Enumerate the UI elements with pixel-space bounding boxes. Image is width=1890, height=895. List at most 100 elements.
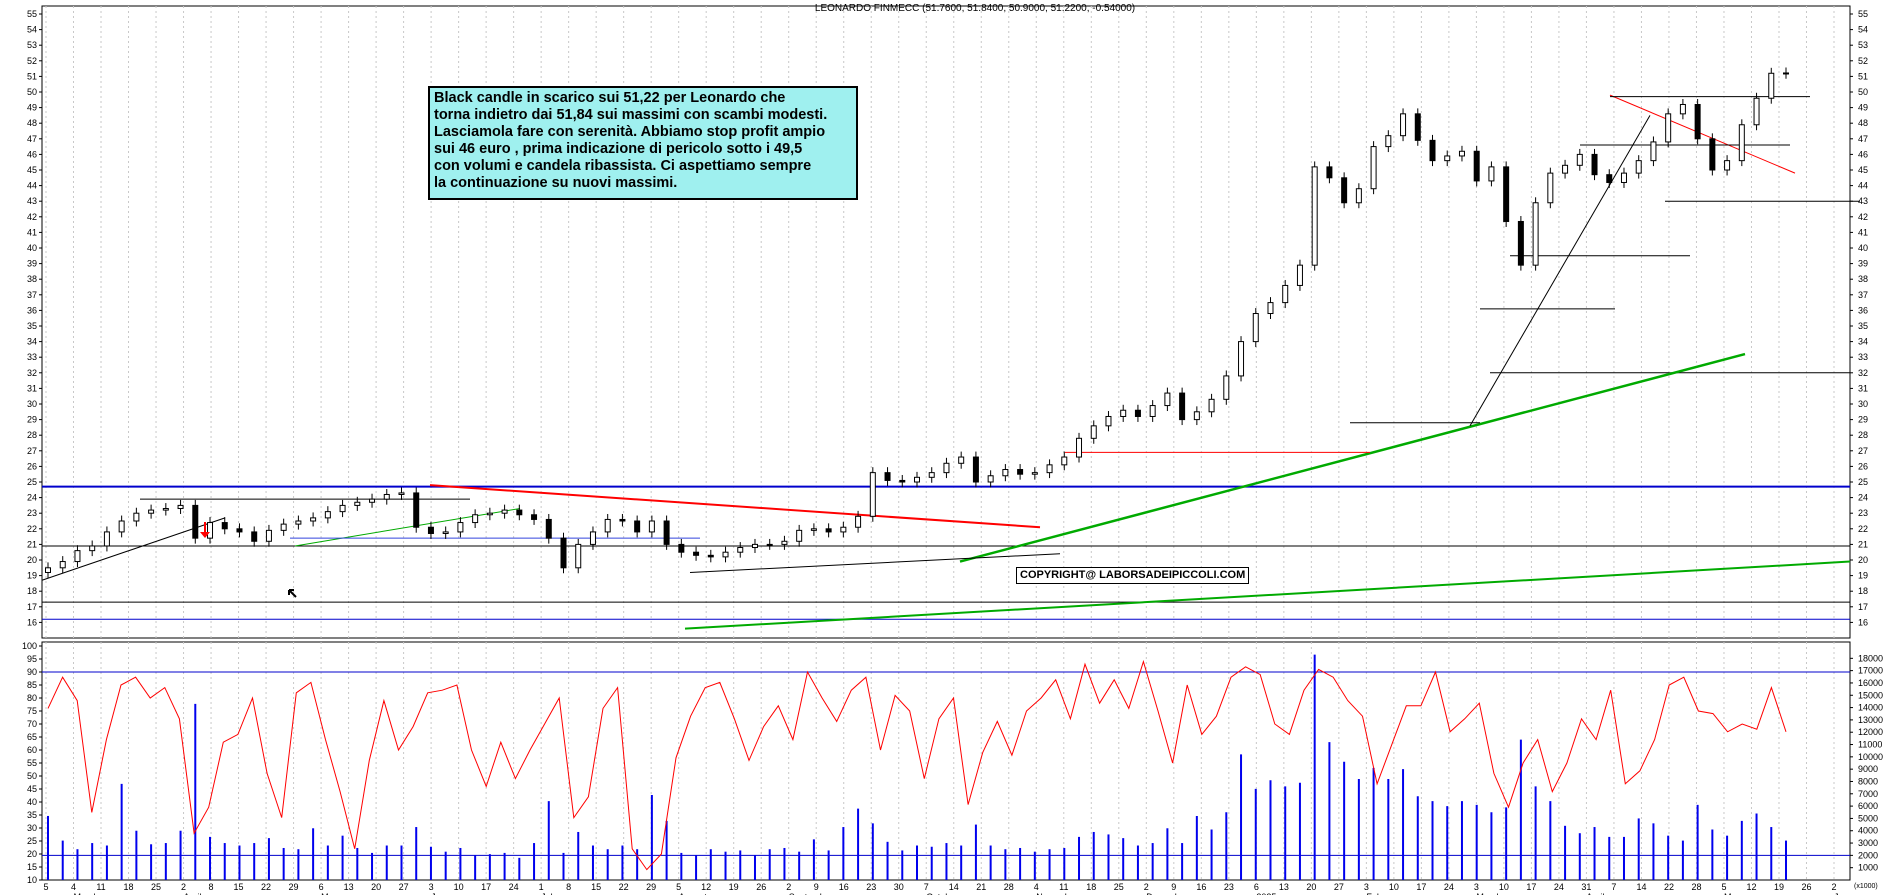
candle-body (1724, 160, 1731, 171)
candle-body (825, 528, 832, 533)
x-day-tick-label: 28 (1004, 882, 1014, 892)
price-tick-label-left: 31 (27, 383, 37, 393)
x-month-label: April (184, 892, 202, 895)
price-tick-label-left: 45 (27, 165, 37, 175)
x-day-tick-label: 30 (894, 882, 904, 892)
candle-body (103, 531, 110, 547)
price-tick-label-left: 19 (27, 571, 37, 581)
x-day-tick-label: 19 (1774, 882, 1784, 892)
price-tick-label-left: 53 (27, 40, 37, 50)
candle-body (1105, 415, 1112, 427)
price-tick-label-right: 54 (1858, 25, 1868, 35)
price-tick-label-right: 53 (1858, 40, 1868, 50)
candle-body (1031, 472, 1038, 475)
candle-body (221, 522, 228, 530)
candle-body (1473, 150, 1480, 182)
candle-body (1311, 166, 1318, 266)
candle-body (1591, 153, 1598, 176)
candle-body (89, 545, 96, 552)
price-tick-label-right: 38 (1858, 274, 1868, 284)
price-tick-label-right: 51 (1858, 71, 1868, 81)
osc-tick-label: 95 (27, 654, 37, 664)
osc-tick-label: 75 (27, 706, 37, 716)
price-tick-label-left: 38 (27, 274, 37, 284)
candle-body (45, 567, 51, 573)
price-tick-label-right: 23 (1858, 508, 1868, 518)
price-tick-label-left: 29 (27, 415, 37, 425)
candle-body (589, 531, 596, 545)
price-tick-label-left: 37 (27, 290, 37, 300)
candle-body (1296, 264, 1303, 286)
volume-tick-label: 6000 (1858, 801, 1878, 811)
x-day-tick-label: 28 (1691, 882, 1701, 892)
chart-title: LEONARDO FINMECC (51.7600, 51.8400, 50.9… (815, 3, 1135, 14)
price-tick-label-right: 48 (1858, 118, 1868, 128)
x-day-tick-label: 5 (43, 882, 48, 892)
x-day-tick-label: 24 (1554, 882, 1564, 892)
x-month-label: October (926, 892, 958, 895)
price-tick-label-right: 41 (1858, 227, 1868, 237)
candle-body (324, 511, 331, 519)
volume-tick-label: 1000 (1858, 863, 1878, 873)
x-day-tick-label: 12 (1746, 882, 1756, 892)
x-month-label: March (74, 892, 99, 895)
osc-tick-label: 35 (27, 810, 37, 820)
x-day-tick-label: 2 (786, 882, 791, 892)
x-day-tick-label: 10 (1389, 882, 1399, 892)
candle-body (1134, 409, 1141, 417)
price-tick-label-left: 32 (27, 368, 37, 378)
osc-tick-label: 10 (27, 875, 37, 885)
candle-body (678, 543, 685, 553)
candle-body (751, 543, 758, 549)
candle-body (1252, 313, 1259, 343)
price-tick-label-left: 42 (27, 212, 37, 222)
candle-body (457, 522, 464, 533)
candle-body (1576, 153, 1583, 166)
x-day-tick-label: 23 (866, 882, 876, 892)
x-day-tick-label: 9 (1171, 882, 1176, 892)
price-tick-label-left: 16 (27, 617, 37, 627)
x-day-tick-label: 18 (1086, 882, 1096, 892)
candle-body (663, 520, 670, 545)
price-tick-label-left: 24 (27, 493, 37, 503)
x-day-tick-label: 5 (676, 882, 681, 892)
candle-body (1017, 469, 1024, 475)
price-tick-label-left: 36 (27, 305, 37, 315)
osc-tick-label: 45 (27, 784, 37, 794)
candle-body (1458, 150, 1465, 157)
candle-body (928, 472, 935, 478)
volume-tick-label: 17000 (1858, 666, 1883, 676)
candle-body (1208, 398, 1215, 413)
candle-body (855, 515, 862, 528)
price-tick-label-right: 45 (1858, 165, 1868, 175)
candle-body (295, 520, 302, 525)
candle-body (575, 543, 582, 569)
candle-body (943, 462, 950, 474)
price-tick-label-right: 34 (1858, 337, 1868, 347)
x-day-tick-label: 16 (1196, 882, 1206, 892)
x-day-tick-label: 22 (1664, 882, 1674, 892)
candle-body (1046, 464, 1053, 474)
x-day-tick-label: 25 (1114, 882, 1124, 892)
osc-tick-label: 25 (27, 836, 37, 846)
price-tick-label-right: 46 (1858, 149, 1868, 159)
candle-body (604, 518, 611, 533)
x-day-tick-label: 13 (1279, 882, 1289, 892)
candle-body (1223, 375, 1230, 400)
candle-body (1385, 135, 1392, 148)
candle-body (1694, 103, 1701, 140)
price-tick-label-right: 40 (1858, 243, 1868, 253)
x-day-tick-label: 11 (1059, 882, 1068, 892)
osc-tick-label: 60 (27, 745, 37, 755)
price-tick-label-right: 35 (1858, 321, 1868, 331)
x-month-label: November (1036, 892, 1078, 895)
x-month-label: April (1586, 892, 1604, 895)
candle-body (1400, 113, 1407, 137)
x-month-label: July (541, 892, 558, 895)
candle-body (810, 528, 817, 531)
candle-body (472, 514, 479, 524)
candle-body (162, 508, 169, 511)
price-tick-label-left: 52 (27, 56, 37, 66)
x-day-tick-label: 26 (1801, 882, 1811, 892)
